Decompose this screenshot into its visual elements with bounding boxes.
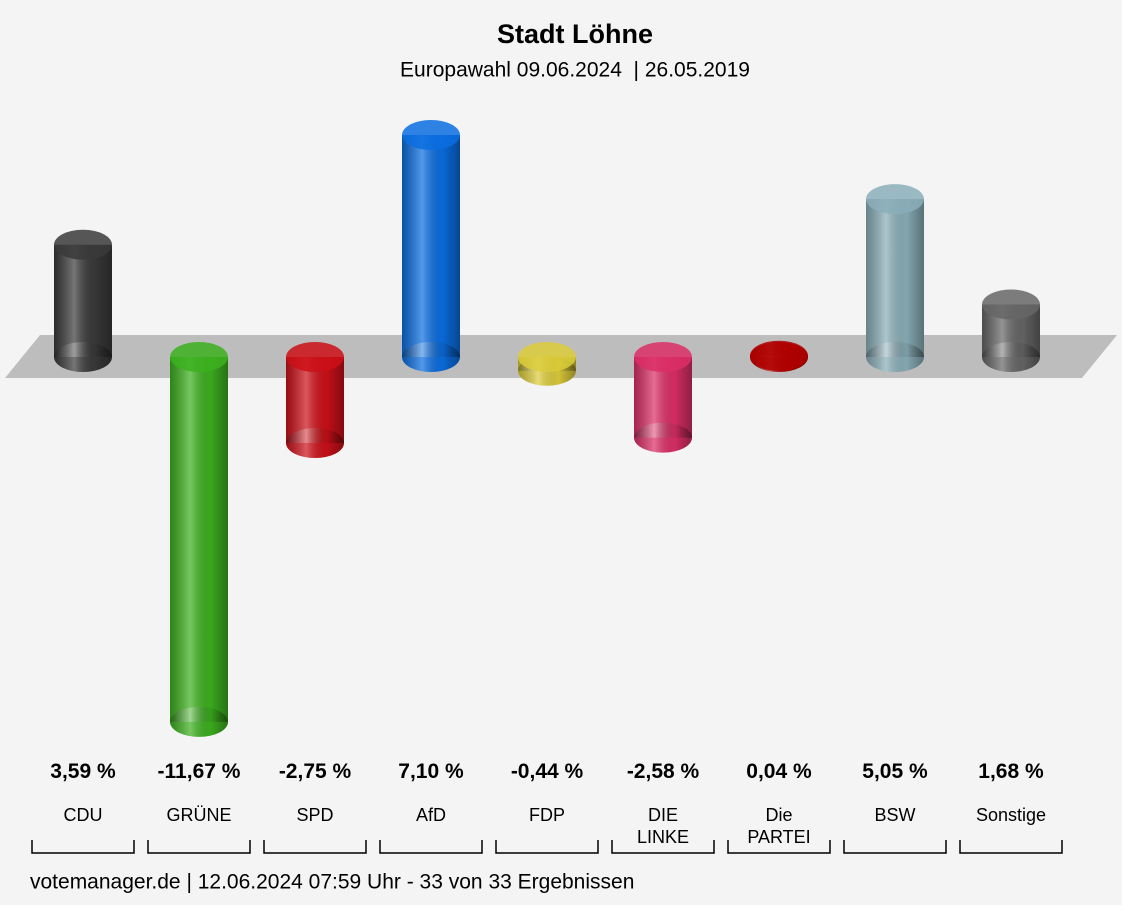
category-bracket bbox=[843, 840, 947, 854]
category-bracket bbox=[263, 840, 367, 854]
x-tick-label: BSW bbox=[874, 805, 916, 825]
bar-shine-bottom bbox=[286, 427, 344, 458]
category-bracket bbox=[495, 840, 599, 854]
bar-shine-bottom bbox=[54, 342, 112, 372]
category-bracket bbox=[31, 840, 135, 854]
category-bracket bbox=[379, 840, 483, 854]
category-bracket bbox=[611, 840, 715, 854]
bar-shine bbox=[402, 135, 460, 357]
bar-shine-bottom bbox=[866, 342, 924, 372]
x-tick-label: Die PARTEI bbox=[747, 805, 811, 847]
value-label: -2,58 % bbox=[626, 760, 700, 783]
x-tick-label: FDP bbox=[529, 805, 565, 825]
bar-cap-top bbox=[286, 342, 344, 372]
bar-cap-top bbox=[518, 342, 576, 372]
bar-shine-bottom bbox=[402, 342, 460, 372]
bar-cap-top bbox=[866, 184, 924, 215]
x-tick-label: DIE LINKE bbox=[636, 805, 690, 847]
value-label: 1,68 % bbox=[978, 760, 1044, 783]
value-label: -2,75 % bbox=[278, 760, 352, 783]
chart-title: Stadt Löhne bbox=[497, 19, 653, 49]
chart-subtitle: Europawahl 09.06.2024 | 26.05.2019 bbox=[400, 59, 750, 82]
value-label: 0,04 % bbox=[746, 760, 812, 783]
bar-shine-bottom bbox=[170, 706, 228, 737]
bar-cap-top bbox=[170, 342, 228, 372]
bar-shine bbox=[170, 357, 228, 722]
value-label: -11,67 % bbox=[157, 760, 241, 783]
value-label: 7,10 % bbox=[398, 760, 464, 783]
bar-cap-top bbox=[750, 340, 808, 371]
bar-cap-top bbox=[402, 120, 460, 150]
footer: votemanager.de | 12.06.2024 07:59 Uhr - … bbox=[30, 871, 634, 894]
category-bracket bbox=[727, 840, 831, 854]
x-tick-label: Sonstige bbox=[975, 805, 1047, 825]
bar-shine bbox=[54, 244, 112, 357]
x-tick-label: SPD bbox=[296, 805, 334, 825]
value-label: 5,05 % bbox=[862, 760, 928, 783]
bar-shine-bottom bbox=[634, 422, 692, 453]
bar-cap-top bbox=[982, 289, 1040, 320]
category-bracket bbox=[147, 840, 251, 854]
bar-shine bbox=[866, 199, 924, 357]
x-tick-label: CDU bbox=[63, 805, 103, 825]
category-bracket bbox=[959, 840, 1063, 854]
value-label: 3,59 % bbox=[50, 760, 116, 783]
bar-cap-top bbox=[634, 342, 692, 372]
x-tick-label: GRÜNE bbox=[166, 805, 232, 825]
value-label: -0,44 % bbox=[510, 760, 584, 783]
bar-cap-top bbox=[54, 229, 112, 260]
x-tick-label: AfD bbox=[415, 805, 446, 825]
bar-shine-bottom bbox=[982, 342, 1040, 372]
